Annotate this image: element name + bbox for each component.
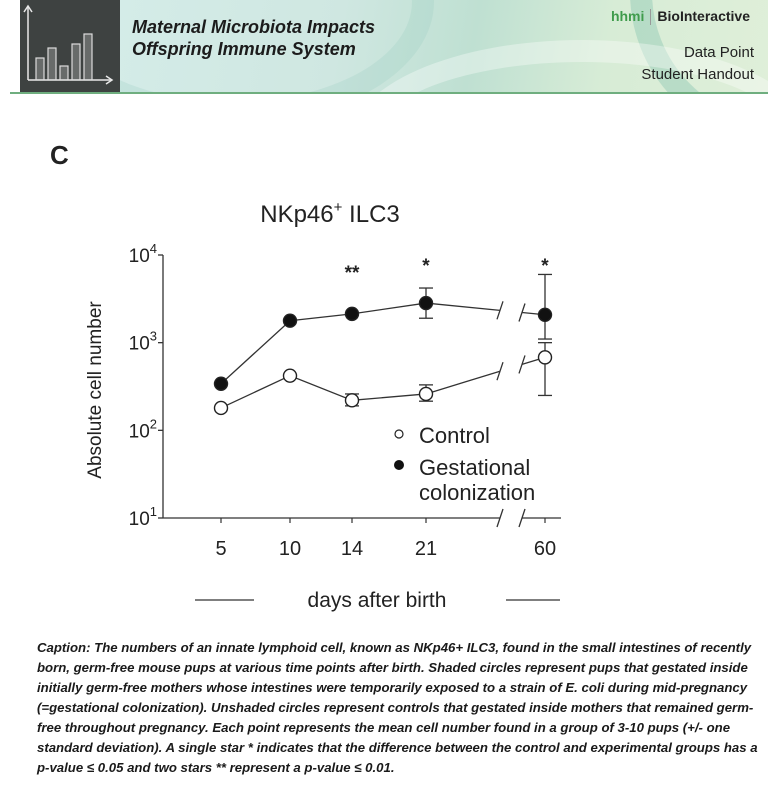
panel-letter: C <box>50 140 69 170</box>
biointeractive-wordmark: BioInteractive <box>657 8 750 24</box>
significance-marker: * <box>541 256 549 277</box>
brand-divider <box>650 9 652 26</box>
legend-control-marker <box>394 429 404 439</box>
data-point-gestational <box>344 306 360 322</box>
data-point-gestational <box>213 376 229 391</box>
significance-marker: ** <box>345 263 360 284</box>
x-axis-break-mark <box>496 508 504 528</box>
y-tick-label: 102 <box>129 416 157 442</box>
data-point-control <box>213 400 229 416</box>
x-tick-label: 60 <box>534 538 556 560</box>
brand-logo: hhmi BioInteractive <box>610 8 750 26</box>
y-axis-label: Absolute cell number <box>85 301 106 479</box>
chart-title: NKp46+ ILC3 <box>260 199 400 228</box>
line-chart: NKp46+ ILC3 Absolute cell number days af… <box>85 199 561 612</box>
x-tick-label: 14 <box>341 538 363 560</box>
data-point-gestational <box>282 313 298 328</box>
hhmi-wordmark: hhmi <box>610 8 645 24</box>
page-header: Maternal Microbiota Impacts Offspring Im… <box>10 0 768 94</box>
figure-caption: Caption: The numbers of an innate lympho… <box>37 640 758 775</box>
line-break-mark <box>496 361 504 381</box>
chart-title-main: NKp46 <box>260 201 333 228</box>
legend-gestational-label-line2: colonization <box>419 480 535 505</box>
data-point-gestational <box>418 295 434 311</box>
data-point-control <box>537 350 553 365</box>
y-tick-label: 104 <box>129 241 157 267</box>
title-line-1: Maternal Microbiota Impacts <box>132 17 376 37</box>
chart-title-suffix: ILC3 <box>342 201 399 228</box>
series-line-segment <box>425 370 501 395</box>
handout-subtitle: Data Point Student Handout <box>641 42 754 86</box>
subtitle-data-point: Data Point <box>683 44 754 61</box>
y-tick-label: 101 <box>129 504 157 530</box>
legend-gestational-marker <box>394 460 404 470</box>
handout-title: Maternal Microbiota Impacts Offspring Im… <box>132 16 375 60</box>
significance-marker: * <box>422 256 430 277</box>
legend-control-label: Control <box>419 423 490 448</box>
data-point-control <box>418 386 434 402</box>
x-tick-label: 10 <box>279 538 301 560</box>
data-point-control <box>344 393 360 408</box>
subtitle-student-handout: Student Handout <box>641 66 754 83</box>
title-line-2: Offspring Immune System <box>132 39 356 59</box>
legend-gestational-label-line1: Gestational <box>419 455 530 480</box>
series-line <box>220 302 427 385</box>
x-axis-label: days after birth <box>308 589 447 612</box>
series-line-segment <box>425 302 501 311</box>
chart-title-superscript: + <box>334 199 343 216</box>
data-point-control <box>282 368 298 383</box>
x-axis-break-mark <box>518 508 526 528</box>
y-tick-label: 103 <box>129 329 157 355</box>
x-tick-label: 21 <box>415 538 437 560</box>
line-break-mark <box>496 301 504 320</box>
header-banner <box>110 0 768 92</box>
series-line <box>220 374 427 409</box>
x-tick-label: 5 <box>215 538 226 560</box>
chalkboard-chart-logo <box>20 0 120 92</box>
data-point-gestational <box>537 307 553 322</box>
